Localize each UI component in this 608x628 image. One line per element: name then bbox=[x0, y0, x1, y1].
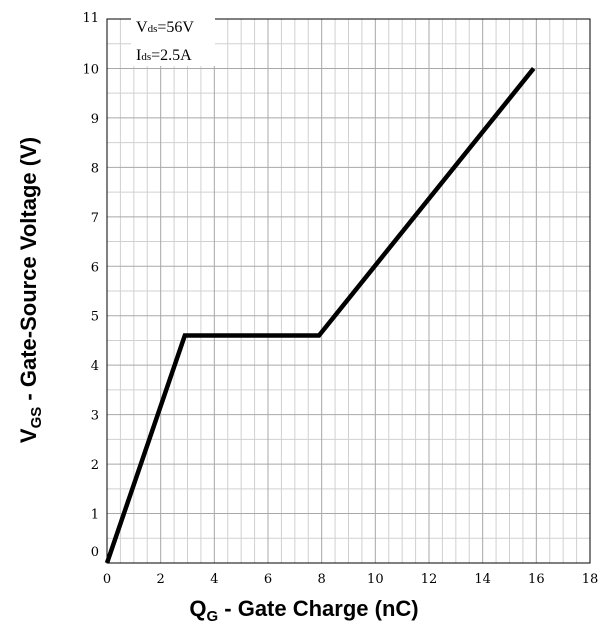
x-tick-label: 4 bbox=[210, 572, 218, 587]
x-tick-label: 12 bbox=[421, 572, 438, 587]
y-axis-title-rest: - Gate-Source Voltage (V) bbox=[16, 137, 41, 407]
annotation-vds-main: V bbox=[136, 19, 148, 36]
x-tick-labels: 0 2 4 6 8 10 12 14 16 18 bbox=[103, 572, 598, 587]
annotation-ids-main: I bbox=[136, 47, 141, 64]
y-tick-label: 11 bbox=[82, 11, 99, 26]
x-tick-label: 8 bbox=[318, 572, 326, 587]
x-tick-label: 0 bbox=[103, 572, 111, 587]
y-tick-labels: 0 1 2 3 4 5 6 7 8 9 10 11 bbox=[82, 11, 99, 560]
x-axis-title: QG - Gate Charge (nC) bbox=[189, 596, 418, 625]
annotation-vds-sub: ds bbox=[148, 23, 158, 35]
annotation-vds: Vds=56V bbox=[136, 19, 194, 36]
y-axis-title-main: V bbox=[16, 428, 41, 443]
x-tick-label: 2 bbox=[157, 572, 165, 587]
x-tick-label: 18 bbox=[582, 572, 599, 587]
annotation-ids: Ids=2.5A bbox=[136, 47, 192, 64]
y-axis-title-sub: GS bbox=[28, 407, 45, 429]
y-tick-label: 5 bbox=[91, 310, 99, 325]
x-axis-title-sub: G bbox=[206, 608, 218, 625]
y-tick-label: 7 bbox=[91, 211, 99, 226]
y-tick-label: 10 bbox=[82, 62, 99, 77]
y-tick-label: 9 bbox=[91, 112, 99, 127]
major-grid bbox=[107, 19, 590, 563]
annotation-box bbox=[131, 14, 215, 66]
x-tick-label: 14 bbox=[474, 572, 491, 587]
minor-grid bbox=[107, 19, 590, 563]
x-tick-label: 10 bbox=[367, 572, 384, 587]
annotation-ids-sub: ds bbox=[141, 51, 151, 63]
x-axis-title-rest: - Gate Charge (nC) bbox=[218, 596, 418, 621]
y-tick-label: 6 bbox=[91, 260, 99, 275]
y-tick-label: 0 bbox=[91, 545, 99, 560]
y-tick-label: 8 bbox=[91, 161, 99, 176]
series-line bbox=[104, 67, 536, 564]
series-layer bbox=[104, 67, 536, 564]
x-axis-title-main: Q bbox=[189, 596, 206, 621]
y-axis-title: VGS - Gate-Source Voltage (V) bbox=[16, 137, 45, 443]
x-tick-label: 16 bbox=[528, 572, 545, 587]
x-tick-label: 6 bbox=[264, 572, 272, 587]
y-tick-label: 2 bbox=[91, 458, 99, 473]
plot-frame bbox=[106, 18, 591, 564]
y-tick-label: 3 bbox=[91, 409, 99, 424]
annotation-vds-rest: =56V bbox=[157, 19, 194, 36]
y-tick-label: 4 bbox=[91, 359, 99, 374]
annotation-ids-rest: =2.5A bbox=[151, 47, 192, 64]
y-tick-label: 1 bbox=[91, 508, 99, 523]
